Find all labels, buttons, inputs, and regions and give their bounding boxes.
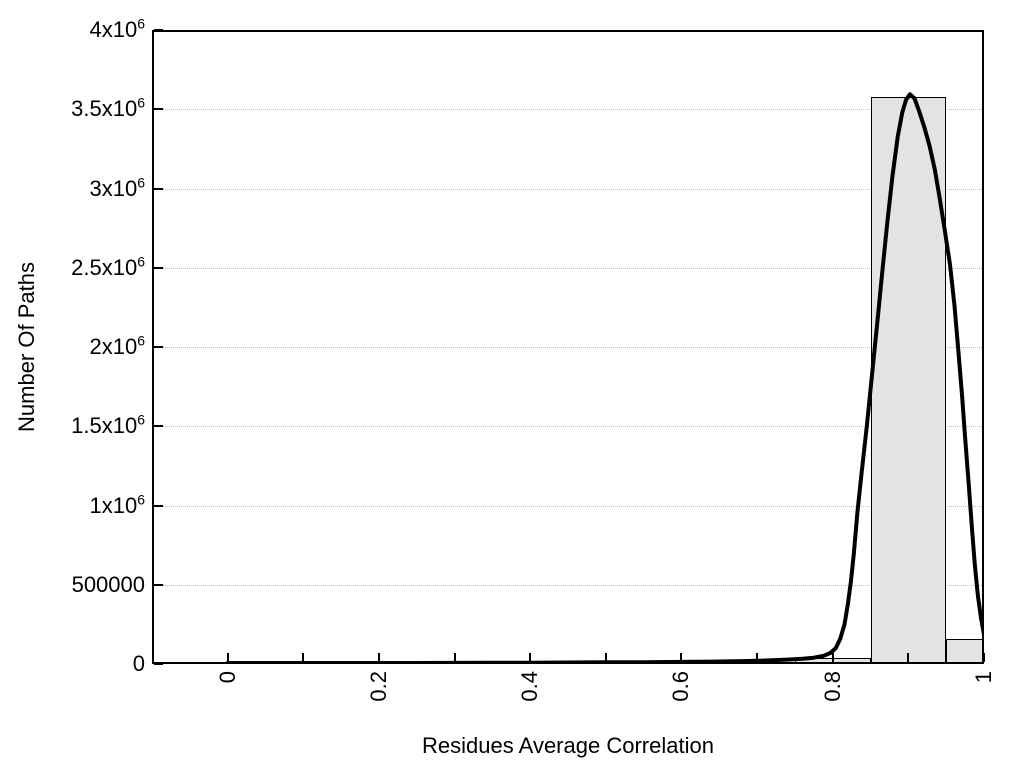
plot-border: [152, 30, 984, 664]
y-axis-title: Number Of Paths: [14, 262, 39, 432]
x-axis-title: Residues Average Correlation: [422, 733, 714, 758]
